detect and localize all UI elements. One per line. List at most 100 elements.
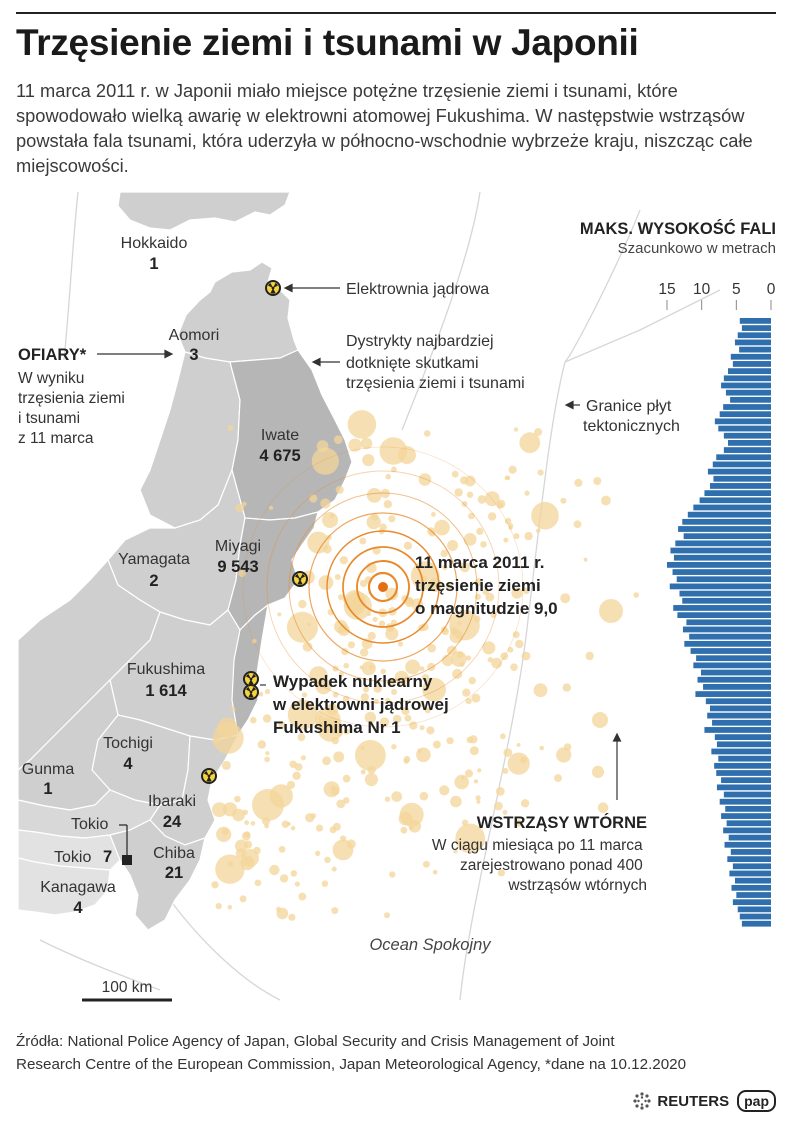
prefecture-name: Fukushima [127, 661, 205, 678]
aftershock-dot [562, 683, 571, 692]
wave-bar [693, 504, 771, 511]
aftershock-dot [573, 520, 582, 529]
aftershock-dot [333, 751, 345, 763]
aftershock-dot [534, 428, 543, 437]
wave-bar [695, 691, 771, 697]
aftershock-dot [331, 736, 339, 745]
aftershock-dot [378, 620, 386, 627]
aftershock-dot [599, 599, 623, 623]
aftershock-dot [507, 646, 514, 653]
wave-bar [673, 605, 771, 611]
prefecture-name: Ibaraki [148, 793, 196, 810]
aftershock-dot [276, 907, 289, 920]
aftershock-dot [418, 473, 432, 486]
wave-bar [696, 655, 771, 662]
aftershock-dot [503, 748, 513, 757]
aftershock-dot [418, 700, 425, 707]
wave-tick-label: 10 [693, 281, 711, 298]
aftershock-dot [463, 533, 477, 546]
aftershock-dot [471, 693, 481, 703]
aftershock-dot [574, 478, 583, 487]
nuclear-plant-icon [265, 280, 281, 296]
aftershock-dot [289, 760, 298, 769]
reuters-logo: REUTERS [632, 1091, 729, 1111]
wave-tick-label: 5 [732, 281, 741, 298]
wave-bar [677, 612, 771, 619]
wave-bar [719, 411, 771, 418]
aftershock-dot [500, 733, 506, 740]
wave-bar [730, 396, 771, 403]
aftershock-dot [519, 756, 528, 764]
prefecture-labels: Hokkaido 1 Aomori 3 Iwate 4 675 Yamagata… [22, 235, 301, 917]
wave-bar [718, 755, 771, 762]
aftershock-dot [389, 871, 396, 878]
aftershock-dot [372, 546, 381, 555]
wave-bar [726, 820, 771, 827]
prefecture-victims: 4 [123, 755, 133, 773]
wave-bar [724, 841, 771, 848]
aftershock-dot [379, 523, 387, 531]
aftershock-dot [290, 825, 296, 831]
nuclear-plant-icon [243, 671, 259, 687]
aftershock-dot [469, 746, 479, 756]
aftershock-dot [323, 544, 332, 554]
aftershock-dot [288, 913, 296, 921]
aftershock-dot [560, 497, 567, 504]
aftershocks-title: WSTRZĄSY WTÓRNE [477, 813, 647, 832]
reuters-dots-icon [633, 1092, 652, 1110]
wave-bar [723, 375, 771, 382]
aftershock-dot [391, 689, 397, 695]
aftershock-dot [343, 662, 350, 669]
prefecture-victims: 1 [149, 255, 158, 273]
aftershock-dot [465, 697, 472, 705]
wave-bar [689, 633, 771, 640]
wave-chart-subtitle: Szacunkowo w metrach [618, 240, 776, 257]
aftershock-dot [452, 668, 463, 680]
aftershock-dot [243, 831, 251, 838]
aftershock-dot [264, 756, 270, 763]
aftershock-dot [227, 425, 234, 432]
aftershock-dot [338, 671, 344, 677]
aftershock-dot [286, 611, 318, 643]
victims-title: OFIARY* [18, 346, 87, 364]
tokyo-marker [122, 855, 132, 865]
aftershock-dot [217, 717, 238, 738]
aftershock-dot [442, 564, 448, 571]
wave-bar [721, 777, 771, 784]
aftershock-dot [332, 691, 339, 698]
wave-bar [741, 325, 771, 331]
wave-bar [669, 583, 771, 590]
aftershock-dot [347, 410, 377, 439]
wave-bar [730, 353, 771, 360]
aftershock-dot [314, 707, 341, 733]
wave-bar [739, 318, 771, 324]
wave-bar [667, 562, 771, 568]
aftershock-dot [320, 498, 331, 509]
prefecture-victims: 2 [149, 572, 158, 590]
prefecture-victims: 4 [73, 899, 83, 917]
aftershock-dot [461, 501, 468, 507]
wave-bar [716, 770, 771, 776]
aftershock-dot [533, 683, 548, 698]
aftershock-dot [419, 725, 425, 731]
wave-bar [723, 827, 771, 834]
scale-label: 100 km [102, 979, 153, 996]
aftershock-dot [360, 769, 366, 775]
wave-bar [712, 461, 771, 468]
aftershock-dot [511, 587, 523, 599]
wave-bar [739, 346, 771, 353]
aftershock-dot [242, 501, 247, 507]
wave-bar [737, 906, 771, 913]
wave-bar [705, 698, 771, 705]
wave-tick-label: 15 [658, 281, 675, 298]
aftershock-dot [476, 799, 481, 804]
aftershock-dot [459, 662, 465, 667]
aftershock-dot [311, 447, 339, 475]
aftershock-dot [332, 839, 354, 861]
wave-bar [683, 533, 771, 540]
wave-bar [687, 511, 771, 518]
aftershock-dot [633, 592, 639, 598]
aftershock-dot [490, 611, 497, 619]
aftershock-dot [592, 712, 608, 728]
aftershock-dot [336, 799, 346, 809]
